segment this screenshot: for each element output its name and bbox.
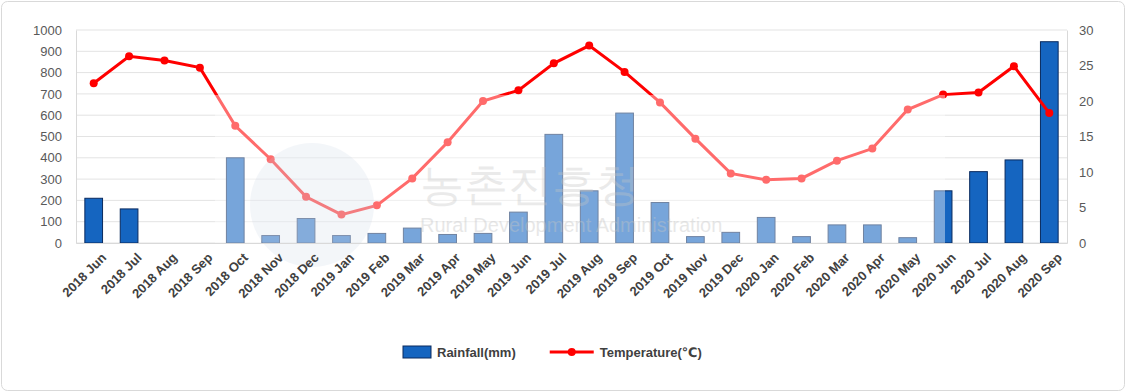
tick: 5 (1067, 200, 1086, 215)
tick: 700 (40, 87, 76, 102)
tick-label: 300 (40, 172, 62, 187)
tick: 20 (1067, 94, 1093, 109)
tick-label: 2018 Jun (59, 250, 109, 300)
marker (975, 88, 983, 96)
tick: 25 (1067, 58, 1093, 73)
legend-marker (568, 348, 576, 356)
chart: 농촌진흥청Rural Development Administration010… (0, 0, 1126, 392)
tick-label: 800 (40, 65, 62, 80)
axis: 0 5 10 15 20 25 30 (1067, 23, 1093, 251)
tick-label: 600 (40, 108, 62, 123)
tick: 500 (40, 129, 76, 144)
marker (585, 42, 593, 50)
grid-line (76, 30, 1067, 31)
tick-label: 900 (40, 44, 62, 59)
tick: 1000 (33, 23, 76, 38)
tick-label: 200 (40, 193, 62, 208)
tick-label: 700 (40, 87, 62, 102)
tick-label: 100 (40, 214, 62, 229)
tick-label: 400 (40, 150, 62, 165)
legend: Rainfall(mm) Temperature(℃) (403, 345, 702, 360)
bar (120, 209, 138, 243)
marker (1045, 109, 1053, 117)
bar (1005, 160, 1023, 243)
marker (550, 59, 558, 67)
tick: 15 (1067, 129, 1093, 144)
chart-border (2, 2, 1125, 391)
tick: 0 (1067, 236, 1086, 251)
tick: 100 (40, 214, 76, 229)
tick-label: 0 (55, 236, 62, 251)
tick-label: 0 (1079, 236, 1086, 251)
tick-label: 1000 (33, 23, 62, 38)
tick: 400 (40, 150, 76, 165)
tick: 800 (40, 65, 76, 80)
marker (1010, 62, 1018, 70)
tick-label: 500 (40, 129, 62, 144)
bar (85, 198, 103, 243)
tick-label: 2020 Jun (909, 250, 959, 300)
tick-label: 20 (1079, 94, 1093, 109)
axis-line (77, 243, 1068, 244)
axis: 2018 Jun2018 Jul2018 Aug2018 Sep2018 Oct… (59, 243, 1067, 301)
tick-label: 5 (1079, 200, 1086, 215)
grid-line (76, 72, 1067, 73)
grid-line (76, 93, 1067, 94)
tick-label: 2020 Sep (1014, 250, 1065, 301)
bar (970, 172, 988, 243)
marker (196, 64, 204, 72)
tick-label: 2019 Jun (484, 250, 534, 300)
marker (90, 79, 98, 87)
legend-swatch (403, 346, 431, 358)
axis-line (1067, 31, 1068, 244)
legend-label: Rainfall(mm) (437, 345, 516, 360)
marker (514, 86, 522, 94)
axis-line (76, 31, 77, 244)
tick: 600 (40, 108, 76, 123)
legend-item: Rainfall(mm) (403, 345, 516, 360)
tick: 200 (40, 193, 76, 208)
tick: 30 (1067, 23, 1093, 38)
tick: 300 (40, 172, 76, 187)
axis: 0 100 200 300 400 500 600 700 800 900 1000 (33, 23, 76, 251)
legend-item: Temperature(℃) (550, 345, 702, 360)
tick: 2020 Sep (1014, 243, 1065, 300)
marker (621, 68, 629, 76)
bar (1040, 42, 1058, 243)
legend-label: Temperature(℃) (600, 345, 702, 360)
tick: 0 (55, 236, 76, 251)
tick-label: 25 (1079, 58, 1093, 73)
marker (160, 57, 168, 65)
tick-label: 10 (1079, 165, 1093, 180)
tick-label: 30 (1079, 23, 1093, 38)
marker (125, 52, 133, 60)
tick-label: 15 (1079, 129, 1093, 144)
tick: 10 (1067, 165, 1093, 180)
grid-line (76, 51, 1067, 52)
tick: 900 (40, 44, 76, 59)
